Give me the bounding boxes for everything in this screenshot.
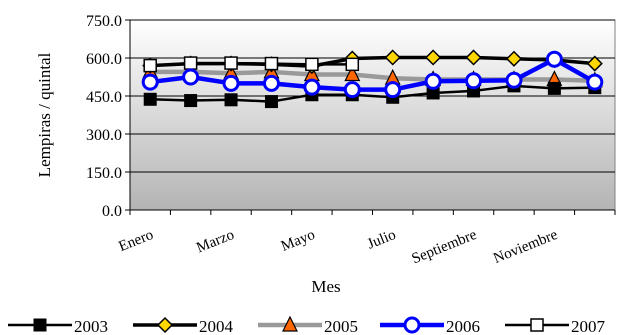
point-2003-4 — [264, 95, 278, 109]
legend-item-2003: 2003 — [8, 317, 108, 335]
series-2007 — [143, 56, 360, 73]
point-2006-3 — [222, 74, 240, 92]
point-2006-8 — [424, 72, 442, 90]
y-tick-label-3: 450.0 — [86, 89, 122, 106]
x-tick-label-5: Noviembre — [491, 227, 560, 267]
series-2006 — [141, 50, 604, 99]
legend-item-2005: 2005 — [258, 315, 358, 335]
point-2003-2 — [184, 94, 198, 108]
series-group — [141, 49, 604, 109]
point-2005-6 — [344, 65, 361, 82]
point-2004-8 — [425, 49, 442, 66]
point-2006-9 — [465, 72, 483, 90]
point-2006-2 — [182, 68, 200, 86]
point-2006-7 — [384, 81, 402, 99]
legend: 2003 2004 2005 2006 2007 — [8, 315, 606, 335]
y-tick-label-5: 750.0 — [86, 13, 122, 30]
point-2007-6 — [345, 57, 360, 72]
legend-marker-2007 — [530, 318, 544, 332]
point-2004-9 — [465, 49, 482, 66]
point-2003-1 — [143, 92, 157, 106]
y-tick-label-0: 0.0 — [102, 203, 122, 220]
legend-marker-2004 — [156, 316, 174, 334]
legend-label-2003: 2003 — [74, 317, 108, 335]
series-line-2003 — [150, 84, 595, 103]
legend-marker-2003 — [33, 318, 47, 332]
y-axis-label: Lempiras / quintal — [35, 52, 54, 177]
y-tick-label-1: 150.0 — [86, 165, 122, 182]
legend-marker-2006 — [403, 316, 421, 334]
point-2006-10 — [505, 71, 523, 89]
legend-label-2005: 2005 — [324, 317, 358, 335]
point-2007-2 — [183, 56, 198, 70]
y-tick-label-4: 600.0 — [86, 51, 122, 68]
y-tick-label-2: 300.0 — [86, 127, 122, 144]
point-2004-10 — [505, 50, 523, 67]
x-tick-label-3: Julio — [365, 227, 398, 253]
legend-label-2004: 2004 — [199, 317, 234, 335]
legend-item-2007: 2007 — [505, 317, 606, 335]
point-2006-6 — [343, 81, 361, 99]
legend-label-2006: 2006 — [446, 317, 480, 335]
y-tick-labels: 0.0 150.0 300.0 450.0 600.0 750.0 — [86, 13, 122, 220]
point-2004-7 — [384, 49, 401, 66]
point-2007-3 — [224, 56, 238, 70]
legend-item-2004: 2004 — [133, 316, 234, 335]
point-2006-5 — [303, 78, 321, 96]
point-2003-11 — [547, 81, 561, 95]
legend-item-2006: 2006 — [380, 316, 480, 335]
x-tick-label-1: Marzo — [194, 227, 236, 257]
x-tick-label-0: Enero — [116, 227, 155, 255]
point-2006-12 — [586, 73, 604, 91]
plot-area — [129, 19, 616, 211]
point-2003-3 — [224, 93, 238, 107]
x-tick-label-2: Mayo — [279, 227, 317, 255]
point-2006-1 — [141, 73, 159, 91]
x-tick-labels: Enero Marzo Mayo Julio Septiembre Noviembre — [116, 227, 560, 268]
point-2007-1 — [143, 58, 157, 73]
legend-marker-2005 — [282, 315, 298, 332]
axes — [125, 19, 616, 215]
x-axis-label: Mes — [311, 277, 340, 296]
x-tick-label-4: Septiembre — [410, 227, 480, 268]
point-2007-4 — [264, 56, 279, 71]
point-2006-11 — [545, 50, 563, 68]
point-2004-12 — [586, 55, 603, 72]
legend-label-2007: 2007 — [571, 317, 606, 335]
point-2007-5 — [305, 57, 319, 72]
point-2006-4 — [262, 74, 280, 92]
